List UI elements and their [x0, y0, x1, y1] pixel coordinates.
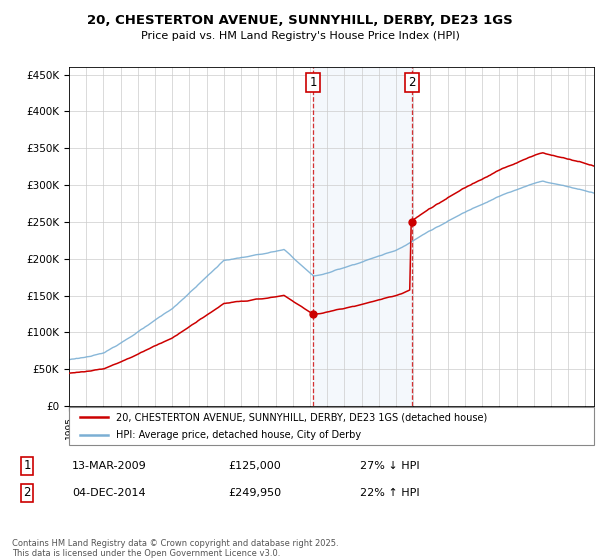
- Text: 04-DEC-2014: 04-DEC-2014: [72, 488, 146, 498]
- Text: 2: 2: [23, 486, 31, 500]
- Text: 13-MAR-2009: 13-MAR-2009: [72, 461, 147, 471]
- Text: HPI: Average price, detached house, City of Derby: HPI: Average price, detached house, City…: [116, 430, 361, 440]
- Bar: [313, 67, 412, 406]
- Text: 1: 1: [310, 76, 317, 89]
- Text: 1: 1: [23, 459, 31, 473]
- Text: 2: 2: [408, 76, 416, 89]
- Text: £125,000: £125,000: [228, 461, 281, 471]
- Text: £249,950: £249,950: [228, 488, 281, 498]
- Text: 20, CHESTERTON AVENUE, SUNNYHILL, DERBY, DE23 1GS: 20, CHESTERTON AVENUE, SUNNYHILL, DERBY,…: [87, 14, 513, 27]
- Text: Price paid vs. HM Land Registry's House Price Index (HPI): Price paid vs. HM Land Registry's House …: [140, 31, 460, 41]
- Text: Contains HM Land Registry data © Crown copyright and database right 2025.
This d: Contains HM Land Registry data © Crown c…: [12, 539, 338, 558]
- Text: 22% ↑ HPI: 22% ↑ HPI: [360, 488, 419, 498]
- Text: 20, CHESTERTON AVENUE, SUNNYHILL, DERBY, DE23 1GS (detached house): 20, CHESTERTON AVENUE, SUNNYHILL, DERBY,…: [116, 412, 487, 422]
- Text: 27% ↓ HPI: 27% ↓ HPI: [360, 461, 419, 471]
